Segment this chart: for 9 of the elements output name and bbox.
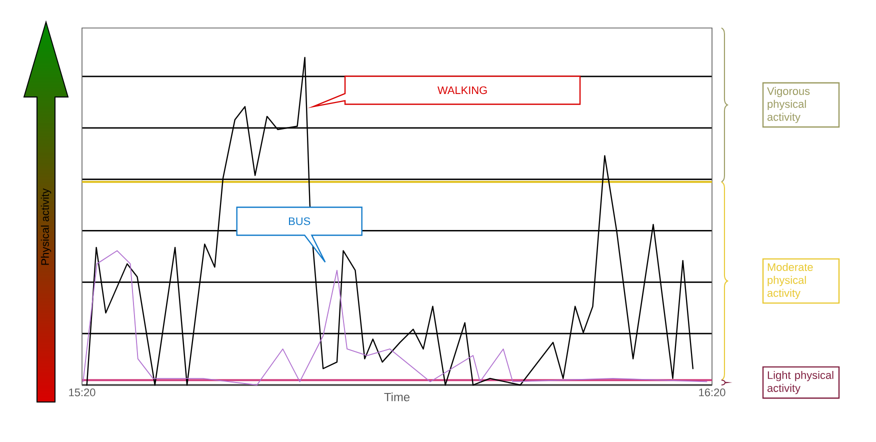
x-axis-title: Time	[384, 392, 410, 402]
text: Vigorous physical activity	[767, 86, 810, 124]
x-tick-label: 16:20	[699, 388, 726, 396]
x-tick-label: 15:20	[69, 388, 96, 396]
annotation: BUS	[288, 217, 310, 226]
text: Moderate physical activity	[767, 262, 813, 300]
text: Light physical activity	[767, 370, 834, 394]
y-axis-title: Physical activity	[40, 188, 52, 265]
annotation: WALKING	[438, 86, 487, 94]
